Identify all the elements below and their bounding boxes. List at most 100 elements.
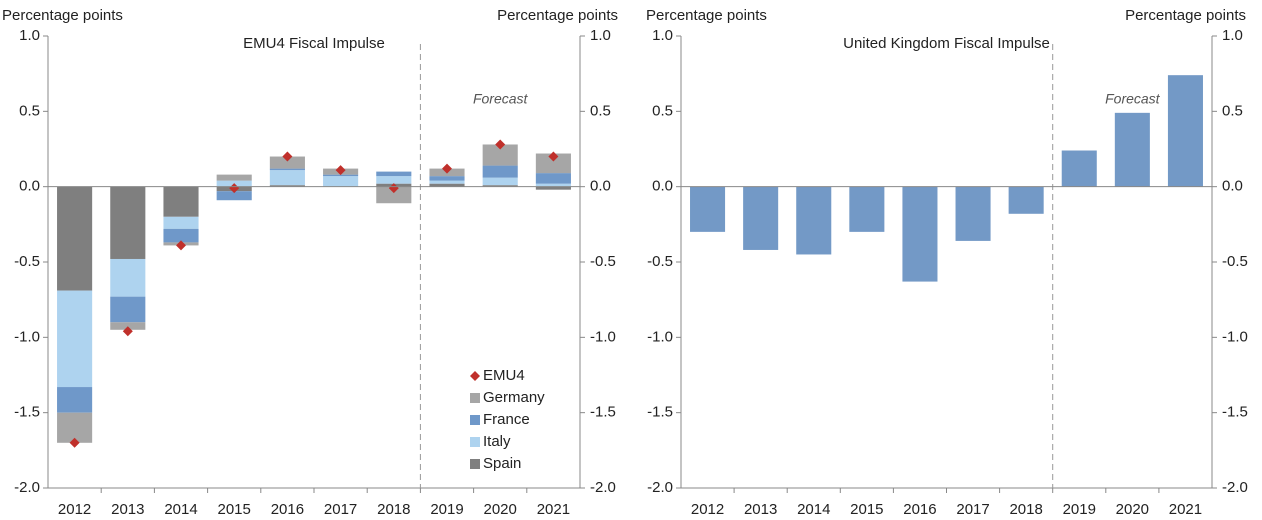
bar-segment bbox=[110, 258, 146, 297]
marker bbox=[548, 151, 559, 162]
legend-swatch bbox=[470, 393, 480, 403]
y2-tick-label: -1.0 bbox=[590, 328, 616, 345]
y2-tick-label: -1.0 bbox=[1222, 328, 1248, 345]
marker bbox=[176, 240, 186, 251]
bar-segment bbox=[110, 296, 146, 323]
legend-marker bbox=[470, 371, 480, 381]
marker bbox=[122, 326, 133, 337]
bar-segment bbox=[323, 174, 359, 177]
bar-segment bbox=[376, 186, 412, 204]
x-tick-label: 2016 bbox=[271, 501, 304, 518]
x-tick-label: 2018 bbox=[377, 501, 410, 518]
legend-swatch bbox=[470, 437, 480, 447]
x-tick-label: 2020 bbox=[484, 501, 517, 518]
bar-segment bbox=[482, 165, 518, 178]
x-tick-label: 2017 bbox=[324, 501, 357, 518]
bar-segment bbox=[535, 183, 571, 187]
legend-swatch bbox=[470, 459, 480, 469]
bar-segment bbox=[163, 216, 199, 229]
y-axis-label: Percentage points bbox=[646, 7, 767, 24]
bar-segment bbox=[535, 173, 571, 184]
x-tick-label: 2012 bbox=[691, 501, 724, 518]
legend-label: EMU4 bbox=[483, 367, 525, 384]
x-tick-label: 2014 bbox=[797, 501, 830, 518]
forecast-label: Forecast bbox=[1105, 91, 1161, 107]
y2-tick-label: -1.5 bbox=[590, 404, 616, 421]
bar bbox=[743, 186, 779, 250]
y-tick-label: -2.0 bbox=[14, 479, 40, 496]
y-axis-label: Percentage points bbox=[2, 7, 123, 24]
bar bbox=[849, 186, 885, 232]
forecast-label: Forecast bbox=[473, 91, 529, 107]
chart-title: United Kingdom Fiscal Impulse bbox=[843, 35, 1050, 52]
bar-segment bbox=[57, 412, 93, 443]
y2-tick-label: 1.0 bbox=[1222, 27, 1243, 44]
marker bbox=[442, 163, 452, 174]
bar-segment bbox=[482, 144, 518, 166]
y-tick-label: -0.5 bbox=[14, 253, 40, 270]
y2-tick-label: -0.5 bbox=[1222, 253, 1248, 270]
x-tick-label: 2018 bbox=[1009, 501, 1042, 518]
bar bbox=[1114, 112, 1150, 187]
bar-segment bbox=[376, 171, 412, 177]
y2-tick-label: 0.0 bbox=[590, 178, 611, 195]
marker bbox=[495, 139, 506, 150]
bar-segment bbox=[269, 156, 305, 169]
legend-label: Spain bbox=[483, 455, 521, 472]
x-tick-label: 2019 bbox=[430, 501, 463, 518]
bar-segment bbox=[163, 186, 199, 217]
bar bbox=[1008, 186, 1044, 214]
bar-segment bbox=[482, 177, 518, 186]
x-tick-label: 2015 bbox=[218, 501, 251, 518]
bar-segment bbox=[216, 174, 252, 181]
x-tick-label: 2013 bbox=[111, 501, 144, 518]
legend-swatch bbox=[470, 415, 480, 425]
y2-axis-label: Percentage points bbox=[497, 7, 618, 24]
bar-segment bbox=[429, 176, 465, 181]
x-tick-label: 2014 bbox=[164, 501, 197, 518]
y2-tick-label: 0.5 bbox=[1222, 102, 1243, 119]
bar-segment bbox=[110, 322, 146, 330]
y2-tick-label: 1.0 bbox=[590, 27, 611, 44]
y2-tick-label: 0.0 bbox=[1222, 178, 1243, 195]
y2-tick-label: -2.0 bbox=[590, 479, 616, 496]
bar bbox=[690, 186, 726, 232]
bar-segment bbox=[482, 185, 518, 187]
y-tick-label: -1.0 bbox=[647, 328, 673, 345]
y-tick-label: 1.0 bbox=[652, 27, 673, 44]
bar-segment bbox=[535, 186, 571, 190]
x-tick-label: 2020 bbox=[1116, 501, 1149, 518]
legend-label: Germany bbox=[483, 389, 545, 406]
bar-segment bbox=[57, 290, 93, 388]
x-tick-label: 2017 bbox=[956, 501, 989, 518]
marker bbox=[69, 437, 80, 448]
x-tick-label: 2013 bbox=[744, 501, 777, 518]
y-tick-label: -0.5 bbox=[647, 253, 673, 270]
marker bbox=[388, 183, 399, 194]
x-tick-label: 2021 bbox=[1169, 501, 1202, 518]
bar bbox=[1167, 75, 1203, 187]
legend-label: Italy bbox=[483, 433, 511, 450]
x-tick-label: 2021 bbox=[537, 501, 570, 518]
y-tick-label: 0.0 bbox=[19, 178, 40, 195]
y-tick-label: -1.5 bbox=[14, 404, 40, 421]
x-tick-label: 2019 bbox=[1063, 501, 1096, 518]
bar-segment bbox=[110, 186, 146, 259]
bar bbox=[902, 186, 938, 282]
bar bbox=[1061, 150, 1097, 187]
y-tick-label: -2.0 bbox=[647, 479, 673, 496]
y2-tick-label: 0.5 bbox=[590, 102, 611, 119]
bar-segment bbox=[216, 191, 252, 201]
x-tick-label: 2015 bbox=[850, 501, 883, 518]
bar-segment bbox=[429, 180, 465, 184]
bar-segment bbox=[57, 387, 93, 413]
chart-title: EMU4 Fiscal Impulse bbox=[243, 35, 385, 52]
y-tick-label: 0.5 bbox=[652, 102, 673, 119]
y2-tick-label: -0.5 bbox=[590, 253, 616, 270]
y-tick-label: -1.5 bbox=[647, 404, 673, 421]
bar-segment bbox=[323, 176, 359, 187]
bar-segment bbox=[429, 183, 465, 187]
bar-segment bbox=[535, 153, 571, 174]
bar-segment bbox=[269, 185, 305, 187]
